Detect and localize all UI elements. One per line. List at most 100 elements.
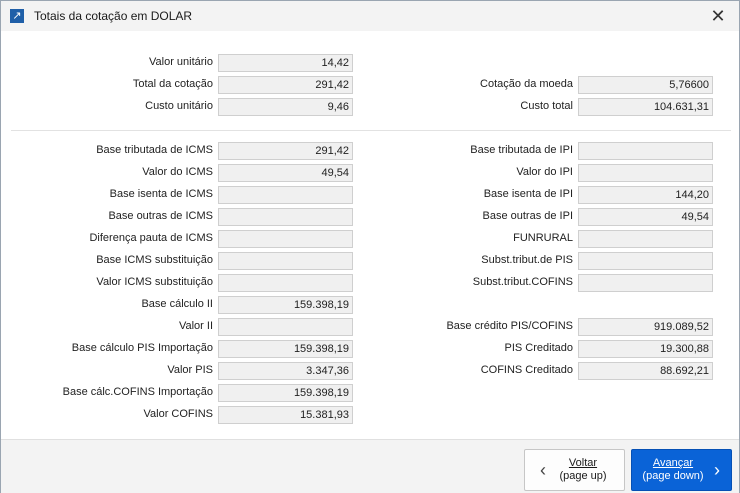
field-base-isenta-ipi[interactable]: 144,20 — [578, 186, 713, 204]
field-custo-unitario[interactable]: 9,46 — [218, 98, 353, 116]
row-base-calc-cofins-imp: Base cálc.COFINS Importação — [1, 384, 213, 402]
label-custo-unitario: Custo unitário — [145, 100, 213, 112]
dialog-content: Valor unitário 14,42 Total da cotação 29… — [1, 31, 739, 439]
field-subst-cofins[interactable] — [578, 274, 713, 292]
row-base-icms-subst: Base ICMS substituição — [1, 252, 213, 270]
label-cofins-creditado: COFINS Creditado — [480, 364, 573, 376]
field-pis-creditado[interactable]: 19.300,88 — [578, 340, 713, 358]
label-base-isenta-icms: Base isenta de ICMS — [109, 188, 213, 200]
field-total-cotacao[interactable]: 291,42 — [218, 76, 353, 94]
row-base-outras-ipi: Base outras de IPI — [381, 208, 574, 226]
label-base-isenta-ipi: Base isenta de IPI — [483, 188, 573, 200]
row-base-outras-icms: Base outras de ICMS — [1, 208, 213, 226]
label-pis-creditado: PIS Creditado — [504, 342, 573, 354]
label-base-calculo-ii: Base cálculo II — [141, 298, 213, 310]
label-base-icms-subst: Base ICMS substituição — [96, 254, 213, 266]
field-valor-pis[interactable]: 3.347,36 — [218, 362, 353, 380]
row-base-calc-pis-imp: Base cálculo PIS Importação — [1, 340, 213, 358]
next-button[interactable]: Avançar (page down) › — [631, 449, 732, 491]
row-base-tributada-ipi: Base tributada de IPI — [381, 142, 573, 160]
label-cotacao-moeda: Cotação da moeda — [480, 78, 573, 90]
back-button-text: Voltar (page up) — [558, 457, 608, 483]
label-valor-unitario: Valor unitário — [149, 56, 213, 68]
label-base-calc-pis-imp: Base cálculo PIS Importação — [71, 342, 213, 354]
row-total-cotacao: Total da cotação — [1, 76, 213, 94]
row-funrural: FUNRURAL — [381, 230, 573, 248]
row-pis-creditado: PIS Creditado — [381, 340, 573, 358]
next-button-text: Avançar (page down) — [638, 457, 708, 483]
field-custo-total[interactable]: 104.631,31 — [578, 98, 713, 116]
field-base-credito-pis-cofins[interactable]: 919.089,52 — [578, 318, 713, 336]
chevron-right-icon: › — [714, 460, 720, 480]
label-base-outras-ipi: Base outras de IPI — [482, 210, 574, 222]
field-base-calculo-ii[interactable]: 159.398,19 — [218, 296, 353, 314]
field-diferenca-pauta-icms[interactable] — [218, 230, 353, 248]
label-valor-icms: Valor do ICMS — [142, 166, 213, 178]
field-base-icms-subst[interactable] — [218, 252, 353, 270]
row-base-tributada-icms: Base tributada de ICMS — [1, 142, 213, 160]
label-valor-ii: Valor II — [178, 320, 213, 332]
field-valor-ipi[interactable] — [578, 164, 713, 182]
dialog-footer: ‹ Voltar (page up) Avançar (page down) › — [1, 439, 739, 493]
close-icon[interactable]: ✕ — [710, 6, 726, 26]
label-valor-pis: Valor PIS — [167, 364, 213, 376]
row-base-isenta-icms: Base isenta de ICMS — [1, 186, 213, 204]
row-diferenca-pauta-icms: Diferença pauta de ICMS — [1, 230, 213, 248]
row-base-credito-pis-cofins: Base crédito PIS/COFINS — [381, 318, 573, 336]
label-base-tributada-ipi: Base tributada de IPI — [470, 144, 573, 156]
label-subst-pis: Subst.tribut.de PIS — [481, 254, 573, 266]
row-cofins-creditado: COFINS Creditado — [381, 362, 573, 380]
section-divider — [11, 130, 731, 131]
back-button-label: Voltar — [568, 457, 598, 469]
row-custo-total: Custo total — [381, 98, 573, 116]
label-base-calc-cofins-imp: Base cálc.COFINS Importação — [62, 386, 213, 398]
field-cotacao-moeda[interactable]: 5,76600 — [578, 76, 713, 94]
field-valor-icms-subst[interactable] — [218, 274, 353, 292]
field-base-calc-pis-imp[interactable]: 159.398,19 — [218, 340, 353, 358]
row-cotacao-moeda: Cotação da moeda — [381, 76, 573, 94]
row-custo-unitario: Custo unitário — [1, 98, 213, 116]
row-valor-ii: Valor II — [1, 318, 213, 336]
label-valor-cofins: Valor COFINS — [143, 408, 213, 420]
row-valor-icms-subst: Valor ICMS substituição — [1, 274, 213, 292]
field-funrural[interactable] — [578, 230, 713, 248]
label-base-tributada-icms: Base tributada de ICMS — [96, 144, 213, 156]
chevron-left-icon: ‹ — [540, 460, 546, 480]
field-base-tributada-icms[interactable]: 291,42 — [218, 142, 353, 160]
label-total-cotacao: Total da cotação — [132, 78, 213, 90]
window-title: Totais da cotação em DOLAR — [34, 9, 193, 23]
field-cofins-creditado[interactable]: 88.692,21 — [578, 362, 713, 380]
field-subst-pis[interactable] — [578, 252, 713, 270]
row-valor-pis: Valor PIS — [1, 362, 213, 380]
back-button-shortcut: (page up) — [559, 470, 607, 482]
field-valor-icms[interactable]: 49,54 — [218, 164, 353, 182]
label-funrural: FUNRURAL — [513, 232, 573, 244]
row-subst-cofins: Subst.tribut.COFINS — [381, 274, 573, 292]
field-base-tributada-ipi[interactable] — [578, 142, 713, 160]
label-base-outras-icms: Base outras de ICMS — [108, 210, 213, 222]
label-subst-cofins: Subst.tribut.COFINS — [472, 276, 573, 288]
row-base-isenta-ipi: Base isenta de IPI — [381, 186, 573, 204]
row-valor-ipi: Valor do IPI — [381, 164, 573, 182]
title-bar: ↗ Totais da cotação em DOLAR ✕ — [1, 1, 739, 31]
label-custo-total: Custo total — [520, 100, 573, 112]
field-base-outras-icms[interactable] — [218, 208, 353, 226]
field-valor-cofins[interactable]: 15.381,93 — [218, 406, 353, 424]
label-diferenca-pauta-icms: Diferença pauta de ICMS — [89, 232, 213, 244]
label-base-credito-pis-cofins: Base crédito PIS/COFINS — [446, 320, 573, 332]
label-valor-ipi: Valor do IPI — [516, 166, 573, 178]
label-valor-icms-subst: Valor ICMS substituição — [96, 276, 213, 288]
field-valor-ii[interactable] — [218, 318, 353, 336]
next-button-shortcut: (page down) — [642, 470, 704, 482]
row-base-calculo-ii: Base cálculo II — [1, 296, 213, 314]
back-button[interactable]: ‹ Voltar (page up) — [524, 449, 625, 491]
next-button-label: Avançar — [652, 457, 694, 469]
field-base-calc-cofins-imp[interactable]: 159.398,19 — [218, 384, 353, 402]
field-base-outras-ipi[interactable]: 49,54 — [578, 208, 713, 226]
row-valor-unitario: Valor unitário — [1, 54, 213, 72]
field-valor-unitario[interactable]: 14,42 — [218, 54, 353, 72]
row-subst-pis: Subst.tribut.de PIS — [381, 252, 573, 270]
app-arrow-icon: ↗ — [10, 9, 24, 23]
field-base-isenta-icms[interactable] — [218, 186, 353, 204]
